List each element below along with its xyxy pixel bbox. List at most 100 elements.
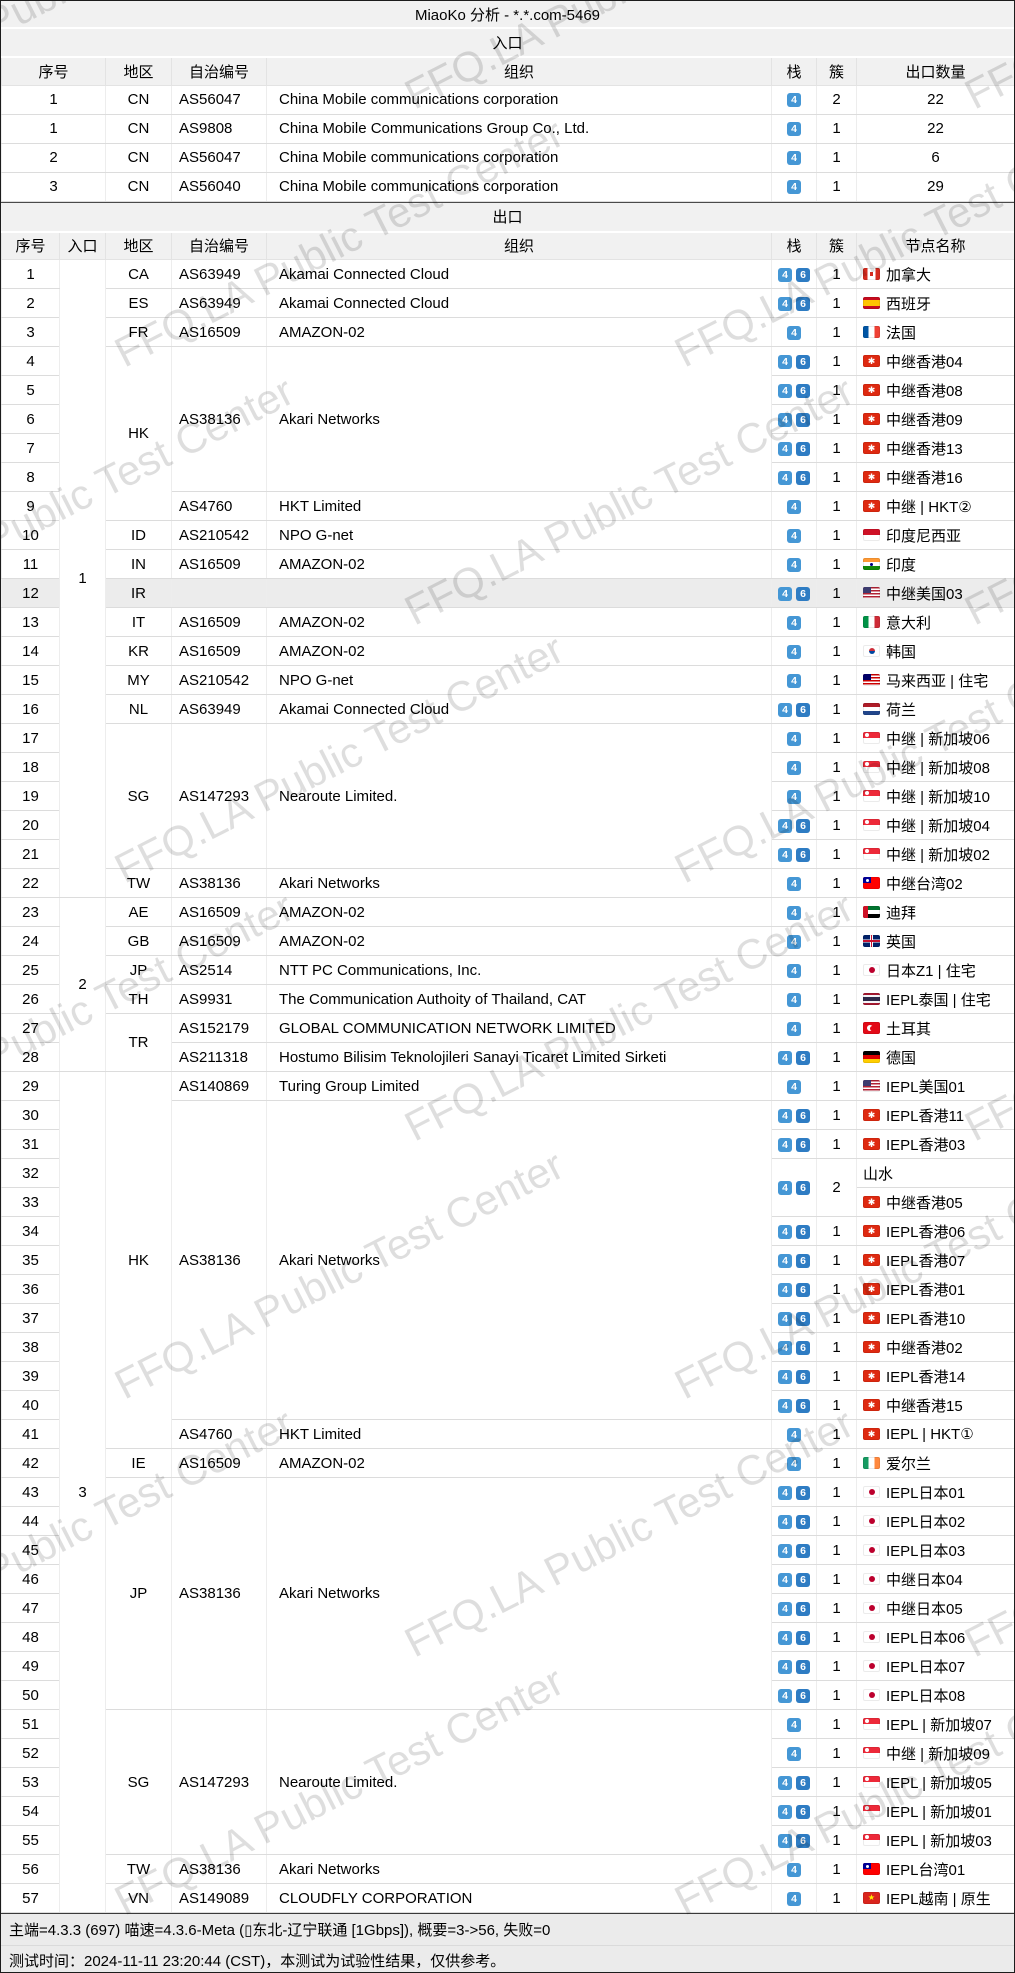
serial-cell: 21 <box>1 839 60 869</box>
ipv6-badge: 6 <box>796 383 810 398</box>
ipv4-badge: 4 <box>787 180 801 195</box>
jp-flag-icon <box>863 1631 880 1643</box>
org-cell: NPO G-net <box>266 665 772 695</box>
serial-cell: 52 <box>1 1738 60 1768</box>
ipv6-badge: 6 <box>796 470 810 485</box>
node-cell: 马来西亚 | 住宅 <box>856 665 1014 695</box>
ipv6-badge: 6 <box>796 1572 810 1587</box>
org-cell: China Mobile communications corporation <box>266 84 772 115</box>
ipv4-badge: 4 <box>787 151 801 166</box>
cluster-cell: 1 <box>816 1738 857 1768</box>
node-cell: IEPL日本02 <box>856 1506 1014 1536</box>
node-cell: 中继美国03 <box>856 578 1014 608</box>
ipv4-badge: 4 <box>787 644 801 659</box>
exit-row: 45 4 6 1 IEPL日本03 <box>1 1535 1014 1565</box>
stack-cell: 4 <box>771 1883 817 1913</box>
node-cell: 中继香港02 <box>856 1332 1014 1362</box>
ipv6-badge: 6 <box>796 1833 810 1848</box>
serial-cell: 54 <box>1 1796 60 1826</box>
node-cell: 印度 <box>856 549 1014 579</box>
node-label: 中继 | 新加坡06 <box>886 730 990 748</box>
serial-cell: 47 <box>1 1593 60 1623</box>
asn-cell: AS9808 <box>171 113 267 144</box>
exit-row: 10 ID AS210542 NPO G-net 4 1 印度尼西亚 <box>1 520 1014 550</box>
cluster-cell: 1 <box>816 1100 857 1130</box>
serial-cell: 30 <box>1 1100 60 1130</box>
stack-cell: 4 <box>771 1448 817 1478</box>
node-cell: 爱尔兰 <box>856 1448 1014 1478</box>
exit-row: 43 JP AS38136 Akari Networks 4 6 1 IEPL日本01 <box>1 1477 1014 1710</box>
org-cell: NTT PC Communications, Inc. <box>266 955 772 985</box>
ipv4-badge: 4 <box>787 1427 801 1442</box>
column-header-2: 自治编号 <box>171 58 267 86</box>
region-cell: IN <box>105 549 172 579</box>
node-label: 中继香港15 <box>886 1397 963 1415</box>
exit-row: 22 TW AS38136 Akari Networks 4 1 中继台湾02 <box>1 868 1014 898</box>
serial-cell: 18 <box>1 752 60 782</box>
ipv4-badge: 4 <box>778 412 792 427</box>
serial-cell: 15 <box>1 665 60 695</box>
ipv4-badge: 4 <box>787 1891 801 1906</box>
node-label: 中继香港05 <box>886 1194 963 1212</box>
node-label: 中继香港04 <box>886 353 963 371</box>
region-cell: ID <box>105 520 172 550</box>
exit-row: 48 4 6 1 IEPL日本06 <box>1 1622 1014 1652</box>
org-cell: HKT Limited <box>266 1419 772 1449</box>
exit-row: 52 4 1 中继 | 新加坡09 <box>1 1738 1014 1768</box>
ipv4-badge: 4 <box>778 1181 792 1196</box>
node-label: IEPL | 新加坡03 <box>886 1832 992 1850</box>
org-cell: Akari Networks <box>266 1100 772 1420</box>
node-cell: 中继台湾02 <box>856 868 1014 898</box>
serial-cell: 39 <box>1 1361 60 1391</box>
column-header-6: 簇 <box>816 232 857 260</box>
serial-cell: 10 <box>1 520 60 550</box>
ipv4-badge: 4 <box>787 93 801 108</box>
jp-flag-icon <box>863 1515 880 1527</box>
node-label: IEPL香港14 <box>886 1368 966 1386</box>
node-label: IEPL香港06 <box>886 1223 966 1241</box>
serial-cell: 24 <box>1 926 60 956</box>
node-label: IEPL | 新加坡07 <box>886 1716 992 1734</box>
org-cell: Hostumo Bilisim Teknolojileri Sanayi Tic… <box>266 1042 772 1072</box>
cluster-cell: 1 <box>816 1883 857 1913</box>
serial-cell: 56 <box>1 1854 60 1884</box>
node-label: 中继 | 新加坡04 <box>886 817 990 835</box>
kr-flag-icon <box>863 645 880 657</box>
ca-flag-icon <box>863 268 880 280</box>
header-row: 序号 地区 自治编号 组织栈簇出口数量 <box>1 58 1014 86</box>
stack-cell: 4 <box>771 752 817 782</box>
nl-flag-icon <box>863 703 880 715</box>
node-label: IEPL香港03 <box>886 1136 966 1154</box>
exit-row: 11 IN AS16509 AMAZON-02 4 1 印度 <box>1 549 1014 579</box>
ipv6-badge: 6 <box>796 1659 810 1674</box>
cluster-cell: 1 <box>816 1361 857 1391</box>
exit-row: 44 4 6 1 IEPL日本02 <box>1 1506 1014 1536</box>
header-row: 序号 入口 地区 自治编号 组织栈簇节点名称 <box>1 232 1014 260</box>
node-label: 中继 | 新加坡02 <box>886 846 990 864</box>
sg-flag-icon <box>863 1747 880 1759</box>
node-label: IEPL台湾01 <box>886 1861 966 1879</box>
node-cell: IEPL日本03 <box>856 1535 1014 1565</box>
cluster-cell: 1 <box>816 868 857 898</box>
cluster-cell: 1 <box>816 1245 857 1275</box>
ipv4-badge: 4 <box>787 876 801 891</box>
cluster-cell: 1 <box>816 288 857 318</box>
ipv4-badge: 4 <box>778 702 792 717</box>
cluster-cell: 1 <box>816 1332 857 1362</box>
serial-cell: 49 <box>1 1651 60 1681</box>
exit-row: 39 461 IEPL香港14 <box>1 1361 1014 1391</box>
cluster-cell: 1 <box>816 171 857 202</box>
node-cell: 中继日本04 <box>856 1564 1014 1594</box>
serial-cell: 17 <box>1 723 60 753</box>
cluster-cell: 1 <box>816 1129 857 1159</box>
sg-flag-icon <box>863 761 880 773</box>
hk-flag-icon <box>863 1370 880 1382</box>
exit-row: 32 4 6 2 山水 <box>1 1158 1014 1217</box>
node-label: IEPL香港11 <box>886 1107 965 1125</box>
exit-row: 38 461 中继香港02 <box>1 1332 1014 1362</box>
ipv4-badge: 4 <box>778 1485 792 1500</box>
region-cell: IR <box>105 578 172 608</box>
